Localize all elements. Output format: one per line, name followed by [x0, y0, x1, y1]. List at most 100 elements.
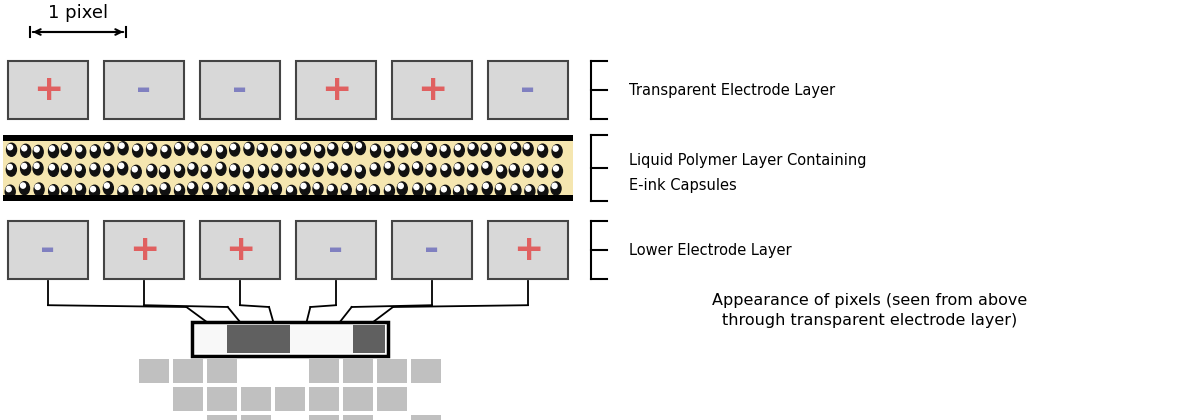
Ellipse shape — [48, 163, 59, 176]
Ellipse shape — [49, 185, 59, 198]
Ellipse shape — [498, 166, 503, 172]
Text: +: + — [512, 233, 544, 267]
Ellipse shape — [328, 162, 337, 175]
Bar — [173, 387, 203, 411]
Ellipse shape — [61, 163, 71, 176]
Ellipse shape — [341, 184, 352, 197]
Ellipse shape — [370, 185, 379, 198]
Bar — [392, 61, 472, 119]
Ellipse shape — [49, 146, 54, 151]
Ellipse shape — [77, 147, 82, 152]
Bar — [8, 221, 88, 279]
Bar — [410, 415, 442, 420]
Ellipse shape — [455, 186, 460, 192]
Ellipse shape — [427, 144, 432, 150]
Ellipse shape — [538, 185, 548, 198]
Ellipse shape — [217, 147, 222, 152]
Ellipse shape — [413, 183, 422, 196]
Ellipse shape — [329, 186, 334, 191]
Ellipse shape — [48, 144, 59, 158]
Ellipse shape — [539, 165, 544, 171]
Ellipse shape — [300, 182, 310, 195]
Ellipse shape — [400, 165, 404, 170]
Ellipse shape — [372, 145, 377, 151]
Ellipse shape — [398, 144, 408, 157]
Ellipse shape — [230, 144, 235, 150]
Ellipse shape — [384, 184, 395, 197]
Bar — [258, 325, 290, 353]
Ellipse shape — [440, 144, 450, 158]
Ellipse shape — [132, 167, 137, 172]
Ellipse shape — [316, 146, 320, 151]
Ellipse shape — [426, 184, 436, 197]
Bar — [104, 61, 184, 119]
Ellipse shape — [482, 162, 492, 175]
Ellipse shape — [301, 144, 306, 149]
Ellipse shape — [371, 144, 380, 157]
Ellipse shape — [62, 144, 67, 150]
Ellipse shape — [91, 146, 96, 151]
Ellipse shape — [371, 164, 376, 169]
Ellipse shape — [188, 163, 198, 176]
Ellipse shape — [286, 145, 296, 158]
Bar — [241, 387, 271, 411]
Ellipse shape — [414, 163, 419, 168]
Ellipse shape — [442, 165, 446, 170]
Ellipse shape — [90, 186, 96, 192]
Bar — [296, 61, 376, 119]
Ellipse shape — [118, 142, 128, 155]
Ellipse shape — [539, 186, 544, 191]
Ellipse shape — [526, 186, 530, 191]
Ellipse shape — [146, 164, 157, 177]
Ellipse shape — [398, 163, 409, 176]
Ellipse shape — [174, 184, 185, 197]
Bar — [488, 61, 568, 119]
Ellipse shape — [148, 144, 152, 150]
Ellipse shape — [442, 186, 446, 192]
Ellipse shape — [482, 144, 487, 150]
Bar — [377, 387, 407, 411]
Ellipse shape — [398, 183, 403, 189]
Ellipse shape — [300, 143, 311, 156]
Ellipse shape — [440, 185, 450, 198]
Ellipse shape — [7, 144, 12, 150]
Ellipse shape — [538, 144, 547, 157]
Ellipse shape — [553, 166, 558, 171]
Text: -: - — [41, 233, 55, 267]
Ellipse shape — [62, 186, 67, 192]
Ellipse shape — [553, 146, 558, 151]
Ellipse shape — [175, 144, 180, 149]
Ellipse shape — [414, 184, 419, 189]
Ellipse shape — [6, 163, 17, 176]
Ellipse shape — [511, 142, 521, 155]
Ellipse shape — [328, 143, 337, 156]
Ellipse shape — [272, 165, 278, 171]
Bar — [410, 359, 442, 383]
Bar — [208, 387, 238, 411]
Ellipse shape — [133, 145, 139, 150]
Ellipse shape — [286, 164, 296, 177]
Ellipse shape — [342, 185, 347, 190]
Ellipse shape — [342, 142, 353, 155]
Text: -: - — [137, 73, 151, 107]
Text: -: - — [425, 233, 439, 267]
Text: Appearance of pixels (seen from above: Appearance of pixels (seen from above — [713, 292, 1027, 307]
Ellipse shape — [538, 164, 547, 177]
Ellipse shape — [524, 165, 529, 171]
Ellipse shape — [175, 186, 180, 191]
Bar — [343, 387, 373, 411]
Ellipse shape — [454, 185, 463, 198]
Text: -: - — [233, 73, 247, 107]
Bar — [208, 359, 238, 383]
Bar — [2, 195, 574, 201]
Bar — [208, 415, 238, 420]
Ellipse shape — [258, 185, 268, 198]
Ellipse shape — [384, 144, 395, 158]
Ellipse shape — [468, 163, 478, 176]
Bar — [139, 359, 169, 383]
Text: Transparent Electrode Layer: Transparent Electrode Layer — [629, 82, 835, 97]
Bar — [343, 415, 373, 420]
Bar — [310, 415, 340, 420]
Ellipse shape — [34, 147, 40, 152]
Text: through transparent electrode layer): through transparent electrode layer) — [722, 312, 1018, 328]
